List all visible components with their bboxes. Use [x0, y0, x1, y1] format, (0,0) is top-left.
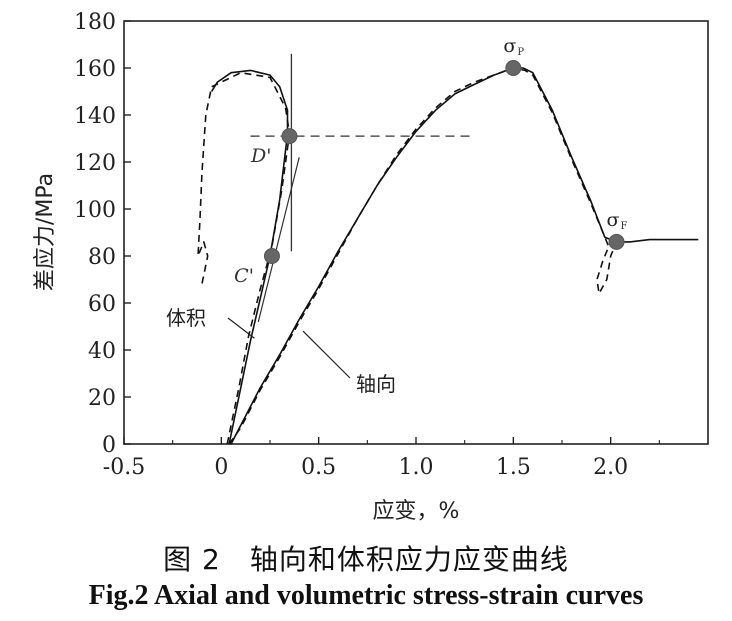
y-axis-ticks: 0 20 40 60 80 100 120 140 160 180 — [74, 10, 131, 458]
marked-point-label: σ — [607, 209, 620, 231]
marked-point-subscript: P — [517, 47, 524, 58]
plot-frame — [123, 20, 709, 445]
y-tick-label: 140 — [74, 104, 116, 129]
x-tick-label: 0.5 — [301, 455, 336, 480]
x-tick-label: 1.0 — [399, 455, 434, 480]
annotation-label: 轴向 — [356, 372, 396, 396]
annotation-label: 体积 — [166, 306, 206, 330]
figure-caption-english: Fig.2 Axial and volumetric stress-strain… — [88, 580, 644, 611]
y-tick-label: 20 — [88, 386, 116, 411]
y-tick-label: 120 — [74, 151, 116, 176]
x-axis-ticks: -0.5 0 0.5 1.0 1.5 2.0 — [103, 437, 660, 480]
x-axis-label: 应变，% — [373, 499, 460, 524]
marked-point-0 — [505, 60, 522, 76]
marked-point-1 — [608, 233, 625, 250]
y-tick-label: 80 — [88, 245, 116, 270]
tangent-line — [257, 157, 300, 322]
x-tick-label: 0 — [214, 455, 228, 480]
y-tick-label: 40 — [88, 339, 116, 364]
y-tick-label: 100 — [74, 198, 116, 223]
marked-point-subscript: F — [621, 221, 628, 232]
y-axis-label: 差应力/MPa — [33, 173, 58, 291]
marked-point-label: C' — [234, 265, 254, 287]
marked-points: σ Pσ FD'C' — [234, 35, 627, 287]
annotation-leader — [227, 317, 255, 339]
marked-point-label: σ — [503, 35, 516, 57]
stress-strain-chart: σ Pσ FD'C' -0.5 0 0.5 1.0 1.5 2.0 0204060801001… — [33, 10, 709, 524]
annotation-leader — [302, 330, 351, 379]
marked-point-2 — [281, 128, 298, 145]
figure-caption-chinese: 图 2 轴向和体积应力应变曲线 — [163, 543, 569, 576]
y-tick-label: 180 — [74, 10, 116, 35]
x-tick-label: 2.0 — [593, 455, 628, 480]
marked-point-label: D' — [250, 145, 271, 167]
series-line-1 — [228, 67, 618, 445]
series-line-0 — [230, 67, 699, 445]
y-tick-label: 0 — [102, 433, 116, 458]
marked-point-3 — [263, 248, 280, 264]
reference-lines — [250, 53, 471, 322]
y-tick-label: 160 — [74, 57, 116, 82]
x-tick-label: 1.5 — [496, 455, 531, 480]
plot-area — [123, 20, 709, 445]
x-tick-label: -0.5 — [103, 455, 145, 480]
y-tick-label: 60 — [88, 292, 116, 317]
series-line-3 — [197, 71, 291, 445]
